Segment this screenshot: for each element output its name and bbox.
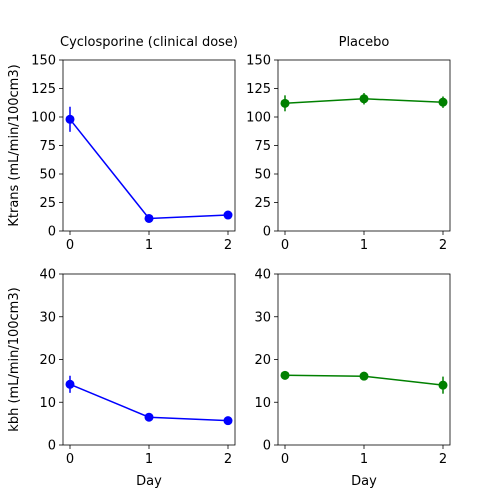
y-tick-label: 0 xyxy=(48,439,56,454)
panel-title: Placebo xyxy=(339,35,390,50)
x-tick-label: 2 xyxy=(224,238,232,253)
y-tick-label: 100 xyxy=(246,111,271,126)
plot-frame xyxy=(277,59,451,232)
panel-1: 0 1 2 0 25 50 75 100 125 150 Cyclosporine (clinica… xyxy=(7,35,238,253)
y-tick-label: 25 xyxy=(254,196,271,211)
x-tick-label: 0 xyxy=(281,452,289,467)
y-tick-label: 75 xyxy=(254,139,271,154)
x-tick-label: 0 xyxy=(66,452,74,467)
y-tick-label: 30 xyxy=(39,310,56,325)
y-tick-label: 20 xyxy=(39,353,56,368)
y-tick-label: 50 xyxy=(254,168,271,183)
y-tick-label: 40 xyxy=(39,268,56,283)
y-tick-label: 0 xyxy=(263,225,271,240)
x-tick-label: 1 xyxy=(145,238,153,253)
y-tick-label: 40 xyxy=(254,268,271,283)
series-line xyxy=(69,118,229,220)
y-tick-label: 125 xyxy=(246,82,271,97)
y-axis-label: Ktrans (mL/min/100cm3) xyxy=(7,64,22,226)
y-tick-label: 150 xyxy=(246,54,271,69)
x-tick-label: 1 xyxy=(145,452,153,467)
x-axis-label: Day xyxy=(351,474,377,489)
panel-title: Cyclosporine (clinical dose) xyxy=(60,35,238,50)
data-point xyxy=(280,370,290,380)
data-point xyxy=(65,114,75,124)
y-tick-label: 150 xyxy=(31,54,56,69)
y-tick-label: 10 xyxy=(39,396,56,411)
x-tick-label: 0 xyxy=(66,238,74,253)
plot-frame xyxy=(62,59,236,232)
y-axis-label: kbh (mL/min/100cm3) xyxy=(7,287,22,431)
y-tick-label: 25 xyxy=(39,196,56,211)
x-tick-label: 0 xyxy=(281,238,289,253)
data-point xyxy=(144,412,154,422)
x-tick-label: 2 xyxy=(224,452,232,467)
y-tick-label: 75 xyxy=(39,139,56,154)
x-tick-label: 2 xyxy=(439,238,447,253)
data-point xyxy=(223,416,233,426)
data-point xyxy=(65,379,75,389)
data-point xyxy=(359,94,369,104)
y-tick-label: 50 xyxy=(39,168,56,183)
y-tick-label: 20 xyxy=(254,353,271,368)
plot-frame xyxy=(277,273,451,446)
x-axis-label: Day xyxy=(136,474,162,489)
data-point xyxy=(359,371,369,381)
panel-2: 0 1 2 0 25 50 75 100 125 150 Placebo xyxy=(246,35,451,253)
data-point xyxy=(280,98,290,108)
data-point xyxy=(144,213,154,223)
y-tick-label: 10 xyxy=(254,396,271,411)
y-tick-label: 30 xyxy=(254,310,271,325)
data-point xyxy=(223,210,233,220)
x-tick-label: 1 xyxy=(360,238,368,253)
y-tick-label: 0 xyxy=(48,225,56,240)
y-tick-label: 100 xyxy=(31,111,56,126)
y-tick-label: 125 xyxy=(31,82,56,97)
data-point xyxy=(438,97,448,107)
data-point xyxy=(438,380,448,390)
x-tick-label: 2 xyxy=(439,452,447,467)
x-tick-label: 1 xyxy=(360,452,368,467)
y-tick-label: 0 xyxy=(263,439,271,454)
